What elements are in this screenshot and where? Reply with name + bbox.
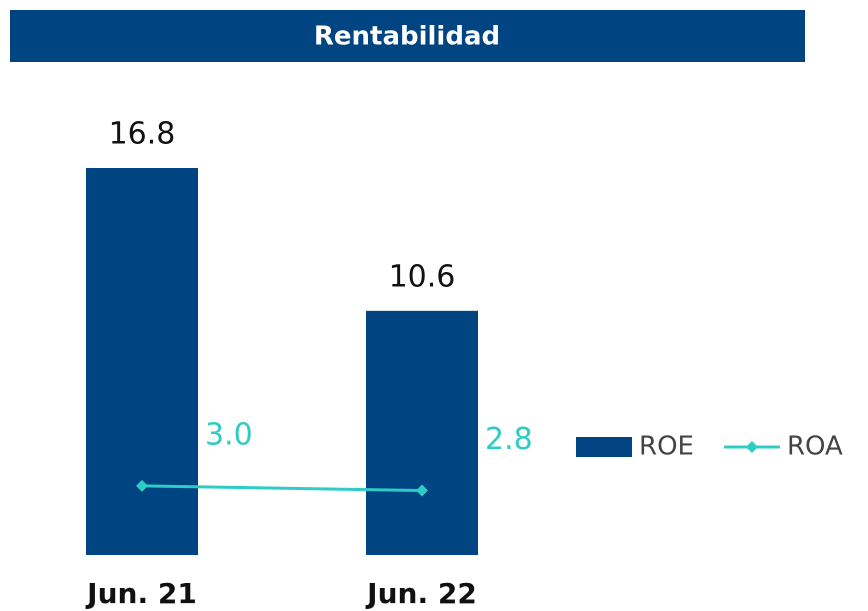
legend-swatch: [576, 437, 632, 457]
value-label: 2.8: [485, 422, 533, 457]
x-tick-label: Jun. 21: [85, 577, 197, 610]
chart-title: Rentabilidad: [314, 22, 500, 52]
legend-label: ROE: [639, 432, 694, 462]
value-label: 3.0: [205, 417, 253, 452]
bar: [86, 168, 198, 555]
marker: [136, 479, 148, 492]
legend-label: ROA: [787, 432, 843, 462]
title-bar: [10, 10, 805, 62]
value-label: 10.6: [389, 259, 456, 294]
marker: [416, 484, 428, 497]
bar: [366, 310, 478, 555]
line: [141, 484, 423, 492]
value-label: 16.8: [109, 117, 176, 152]
legend-marker: [745, 441, 758, 453]
x-tick-label: Jun. 22: [365, 577, 477, 610]
